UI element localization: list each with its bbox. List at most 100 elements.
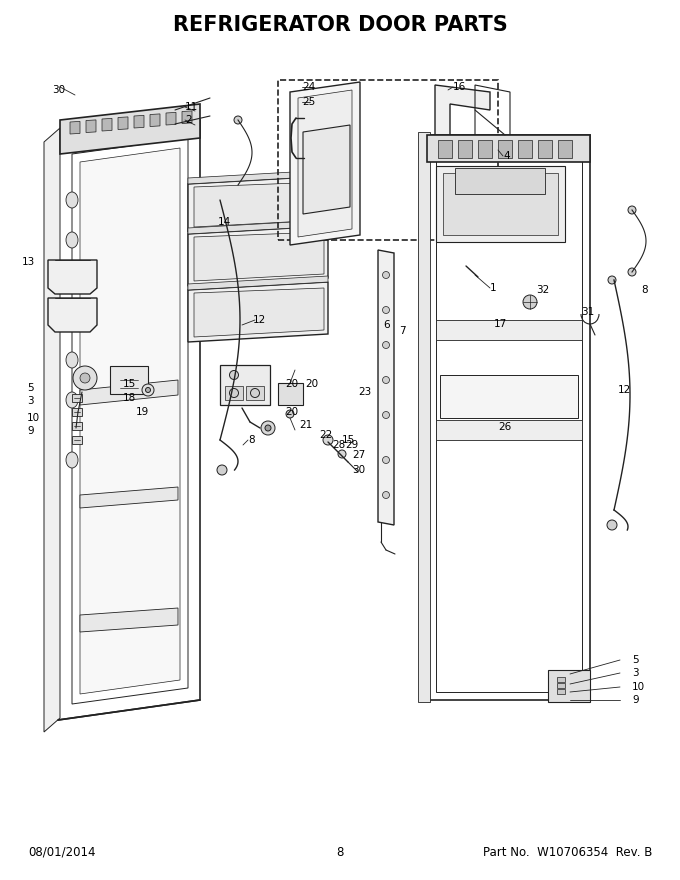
Polygon shape — [427, 135, 590, 162]
Circle shape — [265, 425, 271, 431]
Text: 14: 14 — [218, 217, 231, 227]
Ellipse shape — [66, 312, 78, 328]
Text: 8: 8 — [248, 435, 254, 445]
Polygon shape — [150, 114, 160, 127]
Circle shape — [338, 450, 346, 458]
Bar — [557, 689, 565, 694]
Polygon shape — [48, 260, 97, 294]
Text: 17: 17 — [494, 319, 507, 329]
Text: 20: 20 — [285, 379, 298, 389]
Circle shape — [217, 465, 227, 475]
Circle shape — [261, 421, 275, 435]
Circle shape — [218, 196, 226, 204]
Polygon shape — [44, 128, 60, 732]
Bar — [557, 677, 565, 682]
Polygon shape — [298, 90, 352, 237]
Polygon shape — [194, 288, 324, 337]
Text: 26: 26 — [498, 422, 511, 432]
Circle shape — [382, 306, 390, 313]
Polygon shape — [194, 232, 324, 281]
Circle shape — [382, 492, 390, 498]
Ellipse shape — [66, 272, 78, 288]
Bar — [538, 140, 552, 158]
Circle shape — [607, 520, 617, 530]
Circle shape — [142, 384, 154, 396]
Text: REFRIGERATOR DOOR PARTS: REFRIGERATOR DOOR PARTS — [173, 15, 507, 35]
Polygon shape — [134, 115, 144, 128]
Text: 5: 5 — [27, 383, 33, 393]
Text: 4: 4 — [503, 151, 509, 161]
Text: 2: 2 — [185, 115, 192, 125]
Text: 19: 19 — [136, 407, 149, 417]
Text: 9: 9 — [632, 695, 639, 705]
Text: 8: 8 — [337, 846, 343, 859]
Polygon shape — [440, 375, 578, 418]
Text: 21: 21 — [299, 420, 312, 430]
Text: 11: 11 — [185, 102, 199, 112]
Bar — [220, 365, 270, 405]
Text: 12: 12 — [618, 385, 631, 395]
Bar — [278, 383, 303, 405]
Circle shape — [382, 272, 390, 278]
Polygon shape — [86, 120, 96, 133]
Text: Part No.  W10706354  Rev. B: Part No. W10706354 Rev. B — [483, 846, 652, 859]
Circle shape — [286, 410, 294, 418]
Circle shape — [608, 276, 616, 284]
Text: 7: 7 — [399, 326, 406, 336]
Polygon shape — [80, 380, 178, 405]
Text: 9: 9 — [27, 426, 33, 436]
Bar — [438, 140, 452, 158]
Polygon shape — [418, 132, 430, 702]
Text: 16: 16 — [453, 82, 466, 92]
Polygon shape — [548, 670, 590, 702]
Polygon shape — [188, 170, 328, 184]
Circle shape — [230, 370, 239, 379]
Circle shape — [146, 387, 150, 392]
Bar — [478, 140, 492, 158]
Text: 12: 12 — [253, 315, 267, 325]
Text: 29: 29 — [345, 440, 358, 450]
Circle shape — [73, 366, 97, 390]
Polygon shape — [60, 104, 200, 154]
Polygon shape — [70, 121, 80, 134]
Text: 18: 18 — [123, 393, 136, 403]
Bar — [72, 422, 82, 430]
Circle shape — [628, 206, 636, 214]
Text: 27: 27 — [352, 450, 365, 460]
Ellipse shape — [66, 232, 78, 248]
Bar — [557, 683, 565, 688]
Text: 30: 30 — [52, 85, 65, 95]
Bar — [110, 366, 148, 394]
Polygon shape — [118, 117, 128, 129]
Text: 15: 15 — [342, 435, 355, 445]
Polygon shape — [166, 113, 176, 125]
Polygon shape — [303, 125, 350, 214]
Circle shape — [80, 373, 90, 383]
Polygon shape — [435, 85, 490, 160]
Polygon shape — [80, 608, 178, 632]
Bar — [458, 140, 472, 158]
Circle shape — [628, 268, 636, 276]
Text: 22: 22 — [319, 430, 333, 440]
Bar — [72, 394, 82, 402]
Circle shape — [523, 295, 537, 309]
Ellipse shape — [66, 452, 78, 468]
Text: 10: 10 — [27, 413, 40, 423]
Text: 28: 28 — [332, 440, 345, 450]
Text: 3: 3 — [27, 396, 33, 406]
Polygon shape — [188, 176, 328, 232]
Bar — [72, 408, 82, 416]
Polygon shape — [455, 168, 545, 194]
Bar — [518, 140, 532, 158]
Circle shape — [382, 377, 390, 384]
Text: 25: 25 — [302, 97, 316, 107]
Polygon shape — [436, 420, 582, 440]
Polygon shape — [443, 173, 558, 235]
Bar — [498, 140, 512, 158]
Text: 30: 30 — [352, 465, 365, 475]
Circle shape — [382, 341, 390, 348]
Bar — [278, 80, 498, 240]
Ellipse shape — [66, 392, 78, 408]
Polygon shape — [290, 82, 360, 245]
Polygon shape — [188, 282, 328, 342]
